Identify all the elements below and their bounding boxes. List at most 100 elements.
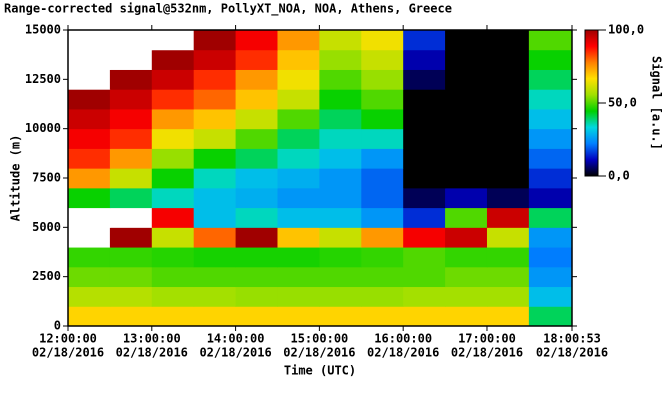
heatmap-cell	[235, 108, 278, 130]
heatmap-cell	[403, 69, 446, 90]
heatmap-cell	[151, 108, 195, 130]
heatmap-cell	[235, 227, 278, 248]
heatmap-cell	[68, 108, 111, 130]
heatmap-cell	[68, 247, 111, 268]
heatmap-cell	[486, 108, 530, 130]
x-tick-label: 16:00:00	[374, 332, 432, 346]
x-tick-label: 02/18/2016	[116, 346, 188, 360]
heatmap-cell	[68, 187, 111, 209]
heatmap-cell	[403, 306, 446, 327]
heatmap-cell	[445, 69, 488, 90]
heatmap-cell	[109, 148, 153, 169]
heatmap-cell	[361, 30, 404, 51]
heatmap-cell	[319, 207, 362, 228]
heatmap-cell	[403, 286, 446, 307]
x-tick-label: 02/18/2016	[367, 346, 439, 360]
heatmap-cell	[151, 128, 195, 149]
heatmap-cell	[277, 187, 320, 209]
colorbar-tick-label: 50,0	[608, 96, 637, 110]
heatmap-cell	[235, 247, 278, 268]
x-tick-label: 02/18/2016	[32, 346, 104, 360]
heatmap-cell	[109, 168, 153, 189]
heatmap-cell	[277, 30, 320, 51]
heatmap-cell	[68, 128, 111, 149]
heatmap-cell	[528, 30, 573, 51]
heatmap-cell	[151, 286, 195, 307]
x-tick-label: 15:00:00	[290, 332, 348, 346]
x-tick-label: 17:00:00	[458, 332, 516, 346]
heatmap-cell	[109, 247, 153, 268]
heatmap-cell	[319, 266, 362, 288]
heatmap-cell	[109, 128, 153, 149]
heatmap-cell	[109, 69, 153, 90]
x-tick-label: 02/18/2016	[199, 346, 271, 360]
heatmap-cell	[277, 128, 320, 149]
y-axis-label: Altitude (m)	[9, 135, 23, 222]
heatmap-cell	[486, 69, 530, 90]
heatmap-cell	[445, 247, 488, 268]
heatmap-cell	[319, 286, 362, 307]
x-tick-label: 02/18/2016	[451, 346, 523, 360]
heatmap-cell	[403, 128, 446, 149]
heatmap-cell	[68, 306, 111, 327]
heatmap-cell	[445, 187, 488, 209]
heatmap-cell	[151, 207, 195, 228]
heatmap-cell	[361, 227, 404, 248]
chart-title: Range-corrected signal@532nm, PollyXT_NO…	[4, 2, 452, 17]
heatmap-cell	[319, 89, 362, 110]
heatmap-cell	[68, 69, 111, 90]
heatmap-cell	[277, 69, 320, 90]
heatmap-cell	[193, 108, 237, 130]
heatmap-cell	[486, 89, 530, 110]
heatmap-cell	[528, 227, 573, 248]
x-tick-label: 14:00:00	[207, 332, 265, 346]
heatmap-cell	[486, 227, 530, 248]
heatmap-cell	[68, 168, 111, 189]
heatmap-cell	[486, 30, 530, 51]
heatmap-cell	[486, 286, 530, 307]
heatmap-cell	[361, 89, 404, 110]
heatmap-cell	[235, 207, 278, 228]
heatmap-cell	[109, 227, 153, 248]
heatmap-cell	[193, 128, 237, 149]
heatmap-cell	[235, 30, 278, 51]
heatmap-cell	[193, 207, 237, 228]
heatmap-cell	[361, 286, 404, 307]
colorbar	[584, 29, 599, 177]
heatmap-cell	[193, 89, 237, 110]
heatmap-cell	[361, 108, 404, 130]
heatmap-cell	[277, 227, 320, 248]
heatmap-cell	[235, 69, 278, 90]
heatmap-cell	[109, 306, 153, 327]
heatmap-cell	[528, 89, 573, 110]
heatmap-cell	[109, 108, 153, 130]
heatmap-cell	[277, 207, 320, 228]
heatmap-cell	[528, 306, 573, 327]
heatmap-cell	[319, 306, 362, 327]
heatmap-cell	[193, 266, 237, 288]
heatmap-cell	[403, 108, 446, 130]
heatmap-cell	[277, 168, 320, 189]
heatmap-cell	[319, 108, 362, 130]
heatmap-cell	[151, 148, 195, 169]
heatmap-cell	[193, 30, 237, 51]
heatmap-cell	[403, 227, 446, 248]
heatmap-cell	[151, 266, 195, 288]
heatmap-cell	[235, 49, 278, 70]
heatmap-cell	[403, 207, 446, 228]
heatmap-cell	[403, 187, 446, 209]
y-tick-label: 15000	[25, 23, 61, 37]
y-tick-label: 10000	[25, 121, 61, 135]
heatmap-cell	[528, 187, 573, 209]
x-tick-label: 18:00:53	[543, 332, 601, 346]
x-tick-label: 02/18/2016	[536, 346, 608, 360]
heatmap-cell	[109, 286, 153, 307]
heatmap-cell	[235, 306, 278, 327]
heatmap-cell	[277, 266, 320, 288]
heatmap-cell	[486, 266, 530, 288]
x-tick-label: 02/18/2016	[283, 346, 355, 360]
heatmap-cell	[361, 207, 404, 228]
heatmap-cell	[403, 266, 446, 288]
heatmap-cell	[361, 128, 404, 149]
heatmap-cell	[151, 187, 195, 209]
